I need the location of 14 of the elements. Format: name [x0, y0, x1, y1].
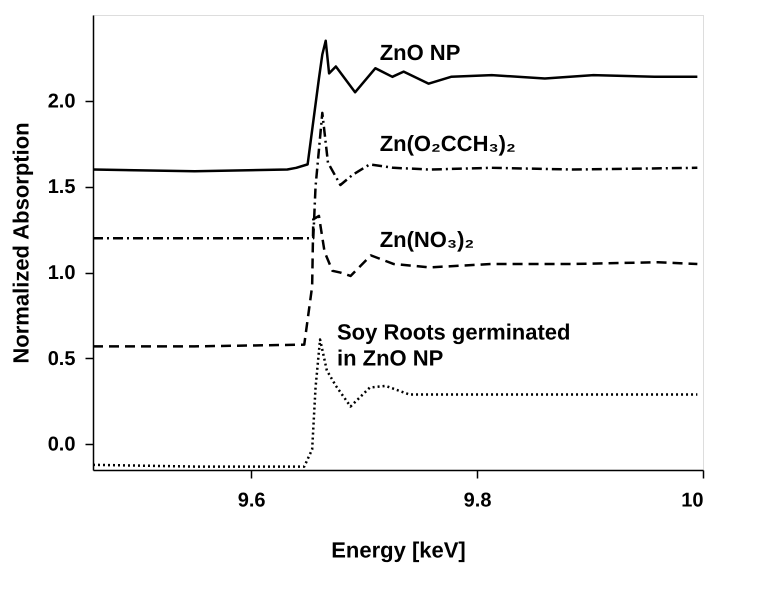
y-tick-label: 1.0: [48, 262, 76, 284]
y-tick-label: 1.5: [48, 176, 76, 198]
series-label: Zn(NO₃)₂: [380, 226, 474, 252]
series-label: Soy Roots germinated in ZnO NP: [337, 319, 570, 370]
y-tick-label: 0.0: [48, 434, 76, 456]
series-label: ZnO NP: [380, 40, 460, 65]
x-tick-label: 9.8: [464, 490, 492, 512]
y-axis-title: Normalized Absorption: [8, 122, 34, 364]
x-tick-label: 9.6: [238, 490, 266, 512]
x-axis-title: Energy [keV]: [331, 538, 466, 562]
x-tick-label: 10: [681, 490, 704, 512]
y-tick-label: 0.5: [48, 348, 76, 370]
y-tick-label: 2.0: [48, 90, 76, 112]
series-label: Zn(O₂CCH₃)₂: [380, 130, 516, 156]
